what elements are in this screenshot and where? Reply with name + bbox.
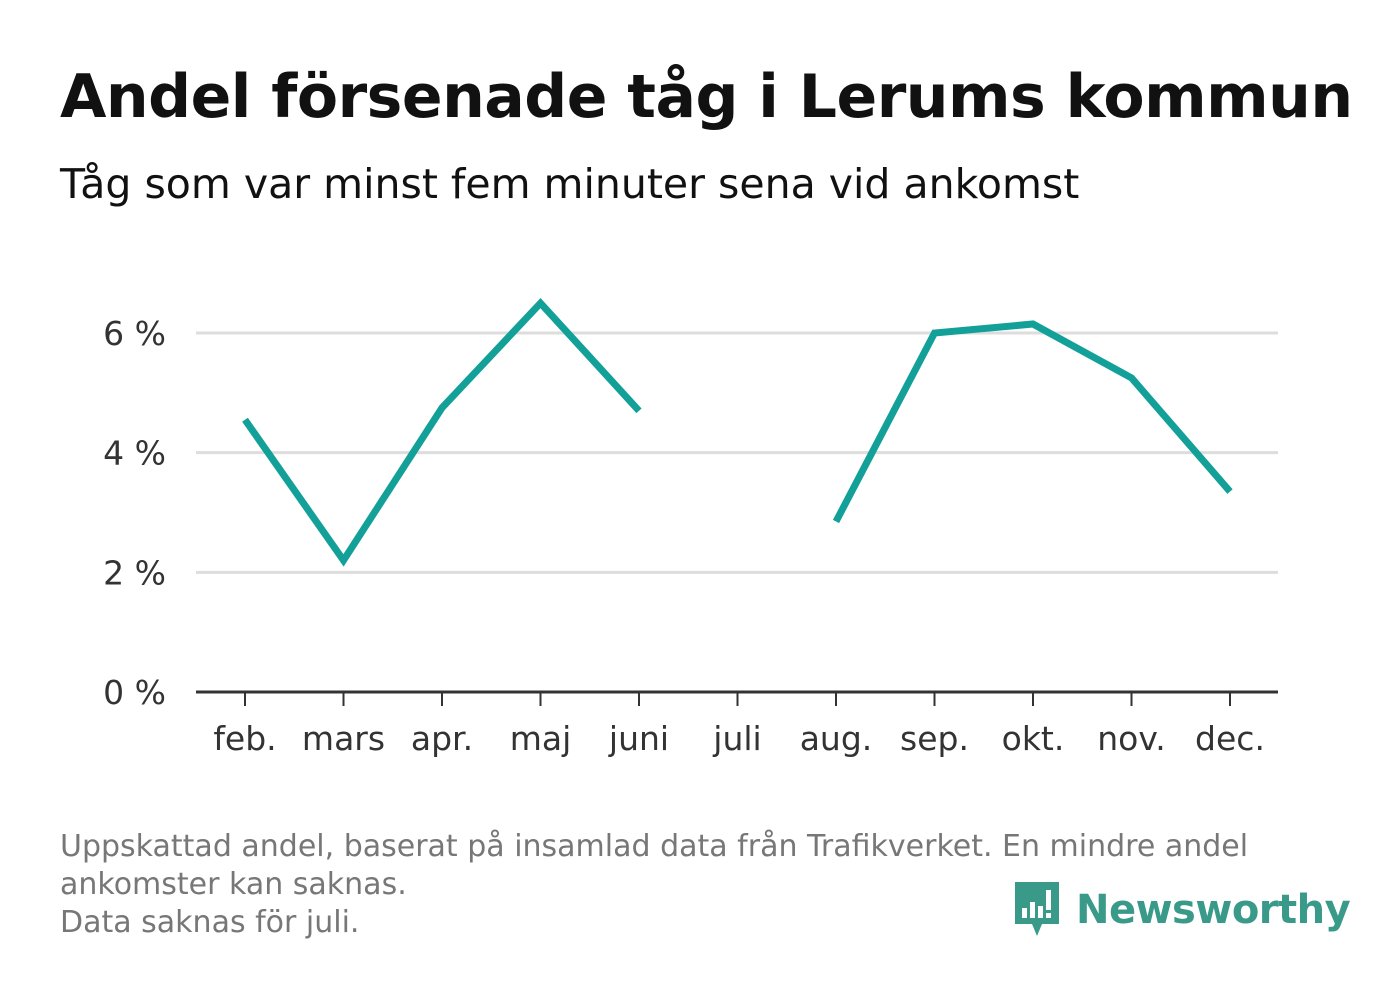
x-tick-label: maj bbox=[510, 719, 572, 758]
x-tick-label: aug. bbox=[800, 719, 873, 758]
x-tick-label: sep. bbox=[900, 719, 969, 758]
y-tick-label: 2 % bbox=[103, 553, 166, 592]
newsworthy-brand: Newsworthy bbox=[1012, 878, 1351, 942]
y-tick-label: 6 % bbox=[103, 314, 166, 353]
x-tick-label: feb. bbox=[213, 719, 276, 758]
x-tick-label: juni bbox=[608, 719, 669, 758]
footer-note-line: Uppskattad andel, baserat på insamlad da… bbox=[60, 829, 1249, 864]
footer-note-line: Data saknas för juli. bbox=[60, 905, 360, 940]
x-tick-label: mars bbox=[302, 719, 385, 758]
newsworthy-logo-icon bbox=[1015, 882, 1059, 936]
series-line bbox=[832, 320, 1233, 524]
series-line bbox=[242, 297, 642, 567]
line-chart: 0 % 2 % 4 % 6 % feb. mars apr. maj juni juli aug. s… bbox=[103, 297, 1278, 758]
x-tick-label: nov. bbox=[1097, 719, 1166, 758]
x-tick-label: juli bbox=[712, 719, 761, 758]
footer-note-line: ankomster kan saknas. bbox=[60, 867, 407, 902]
x-tick-label: okt. bbox=[1002, 719, 1065, 758]
y-tick-label: 4 % bbox=[103, 434, 166, 473]
x-tick-label: apr. bbox=[411, 719, 473, 758]
chart-title: Andel försenade tåg i Lerums kommun bbox=[60, 62, 1353, 132]
footer-notes: Uppskattad andel, baserat på insamlad da… bbox=[60, 828, 1320, 942]
y-tick-label: 0 % bbox=[103, 673, 166, 712]
chart-subtitle: Tåg som var minst fem minuter sena vid a… bbox=[60, 160, 1080, 208]
brand-name: Newsworthy bbox=[1076, 887, 1351, 933]
x-tick-label: dec. bbox=[1195, 719, 1265, 758]
